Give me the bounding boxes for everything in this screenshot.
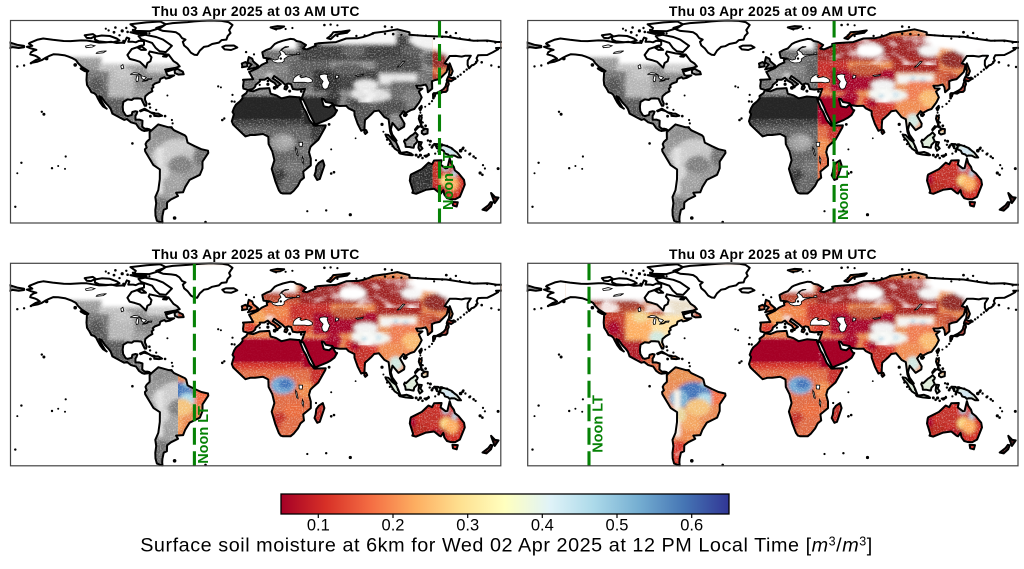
svg-text:Noon LT: Noon LT [441, 152, 457, 210]
svg-text:Noon LT: Noon LT [591, 395, 607, 453]
svg-text:Surface soil moisture at 6km f: Surface soil moisture at 6km for Wed 02 … [140, 535, 873, 557]
svg-text:0.6: 0.6 [680, 517, 703, 535]
svg-text:Thu 03 Apr 2025 at 03 AM UTC: Thu 03 Apr 2025 at 03 AM UTC [152, 3, 360, 19]
svg-text:Thu 03 Apr 2025 at 09 AM UTC: Thu 03 Apr 2025 at 09 AM UTC [669, 3, 877, 19]
svg-text:Noon LT: Noon LT [836, 162, 852, 220]
svg-text:0.4: 0.4 [531, 517, 554, 535]
svg-text:Thu 03 Apr 2025 at 03 PM UTC: Thu 03 Apr 2025 at 03 PM UTC [152, 246, 360, 262]
svg-text:0.1: 0.1 [307, 517, 330, 535]
svg-text:0.5: 0.5 [606, 517, 629, 535]
svg-text:Noon LT: Noon LT [196, 406, 212, 464]
svg-text:0.3: 0.3 [456, 517, 479, 535]
svg-text:Thu 03 Apr 2025 at 09 PM UTC: Thu 03 Apr 2025 at 09 PM UTC [669, 246, 877, 262]
svg-text:0.2: 0.2 [382, 517, 405, 535]
